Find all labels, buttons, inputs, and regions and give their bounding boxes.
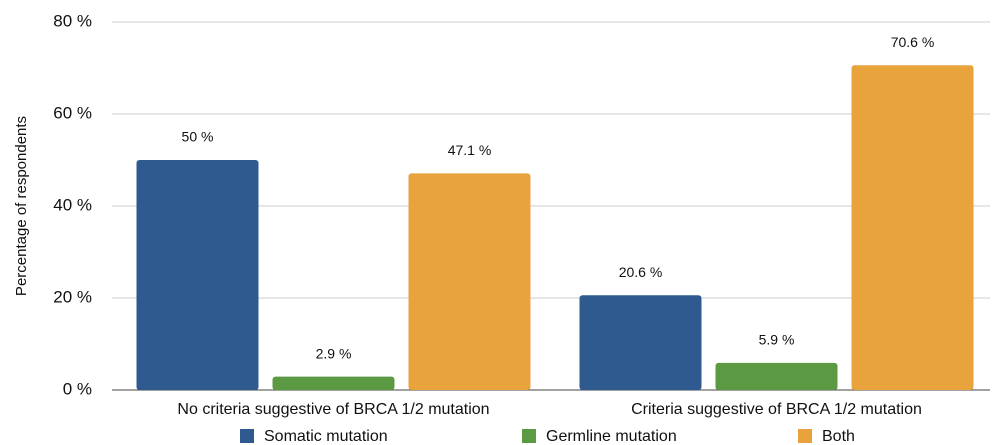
legend-label: Both (822, 428, 855, 445)
bar (408, 173, 531, 390)
y-tick-label: 80 % (53, 11, 92, 30)
bar (579, 295, 702, 390)
bar (272, 376, 395, 390)
legend-swatch (522, 429, 536, 443)
y-tick-label: 0 % (63, 379, 92, 398)
data-label: 47.1 % (448, 142, 492, 158)
x-tick-label: Criteria suggestive of BRCA 1/2 mutation (631, 401, 922, 418)
legend-label: Somatic mutation (264, 428, 388, 445)
bar (136, 160, 259, 390)
data-label: 50 % (182, 129, 214, 145)
legend-swatch (798, 429, 812, 443)
data-label: 20.6 % (619, 264, 663, 280)
y-tick-label: 40 % (53, 195, 92, 214)
data-label: 70.6 % (891, 34, 935, 50)
bar (715, 362, 838, 390)
legend-label: Germline mutation (546, 428, 677, 445)
data-label: 5.9 % (759, 332, 795, 348)
data-label: 2.9 % (316, 345, 352, 361)
legend-swatch (240, 429, 254, 443)
y-tick-label: 20 % (53, 287, 92, 306)
bar (851, 65, 974, 391)
y-axis-label: Percentage of respondents (13, 116, 30, 296)
x-tick-label: No criteria suggestive of BRCA 1/2 mutat… (177, 401, 489, 418)
y-tick-label: 60 % (53, 103, 92, 122)
